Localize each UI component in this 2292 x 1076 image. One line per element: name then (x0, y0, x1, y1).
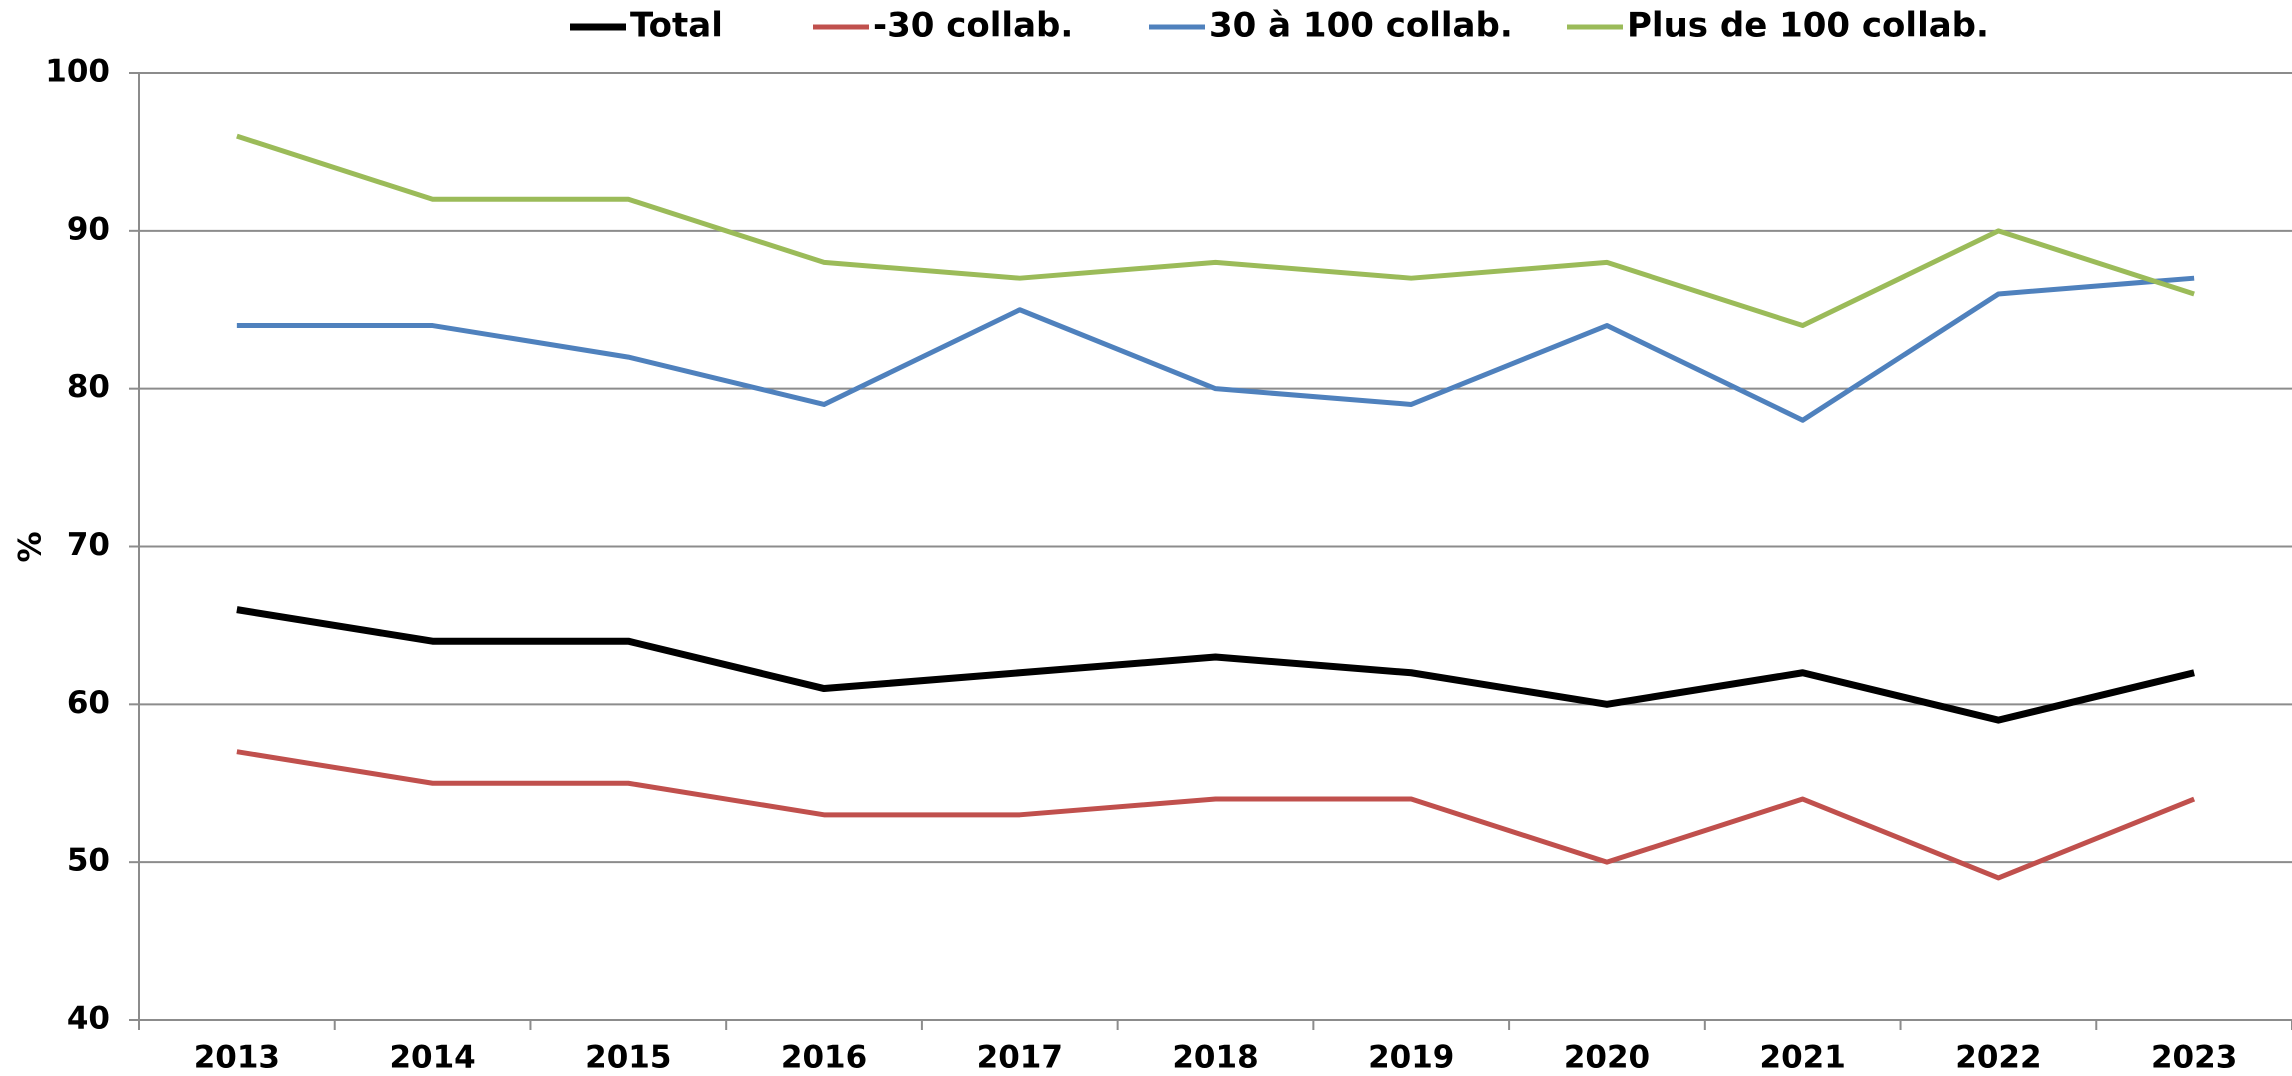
y-tick-label: 80 (67, 369, 110, 405)
y-tick-label: 90 (67, 211, 110, 247)
y-tick-label: 70 (67, 527, 110, 563)
x-tick-label: 2018 (1172, 1040, 1258, 1076)
y-tick-label: 50 (67, 843, 110, 879)
x-tick-label: 2022 (1955, 1040, 2041, 1076)
legend-label: -30 collab. (873, 6, 1073, 46)
y-tick-label: 100 (45, 54, 110, 90)
legend-label: Plus de 100 collab. (1627, 6, 1989, 46)
series-line (236, 606, 2195, 724)
x-tick-label: 2023 (2151, 1040, 2237, 1076)
legend-label: 30 à 100 collab. (1209, 6, 1513, 46)
series-line (236, 275, 2195, 423)
x-tick-label: 2015 (585, 1040, 671, 1076)
x-tick-label: 2016 (781, 1040, 867, 1076)
x-tick-label: 2013 (194, 1040, 280, 1076)
x-tick-label: 2014 (389, 1040, 475, 1076)
y-tick-label: 60 (67, 685, 110, 721)
x-tick-label: 2019 (1368, 1040, 1454, 1076)
x-tick-label: 2020 (1564, 1040, 1650, 1076)
x-tick-label: 2021 (1760, 1040, 1846, 1076)
x-tick-label: 2017 (977, 1040, 1063, 1076)
legend-label: Total (630, 6, 723, 46)
y-tick-label: 40 (67, 1001, 110, 1037)
series-line (236, 133, 2195, 329)
series-line (236, 749, 2196, 881)
y-axis-label: % (13, 531, 49, 562)
